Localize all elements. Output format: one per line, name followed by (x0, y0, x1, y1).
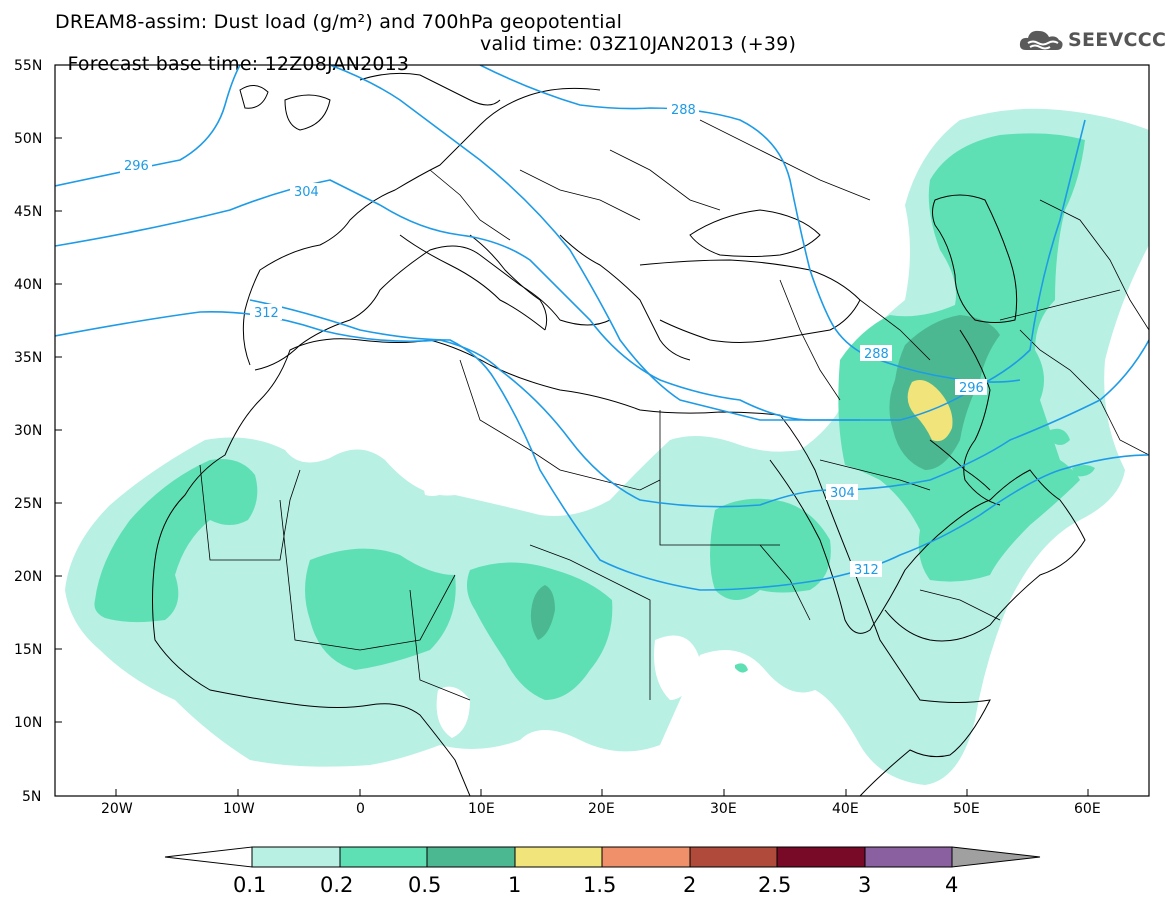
map-title: DREAM8-assim: Dust load (g/m²) and 700hP… (55, 11, 623, 33)
contour-label: 288 (864, 347, 889, 362)
geopotential-contours (55, 65, 1149, 591)
lon-label: 10E (468, 801, 495, 817)
colorbar-swatch (426, 846, 516, 868)
contour-label: 304 (830, 486, 855, 501)
lat-axis: 55N 50N 45N 40N 35N 30N 25N 20N 15N 10N … (14, 58, 62, 805)
colorbar-label: 4 (945, 873, 958, 897)
colorbar-high-arrow (951, 846, 1041, 868)
seevccc-logo: SEEVCCC (1018, 26, 1165, 54)
colorbar-swatch (601, 846, 691, 868)
colorbar-label: 0.2 (320, 873, 353, 897)
lat-label: 50N (14, 131, 42, 147)
country-borders (199, 119, 1149, 701)
colorbar-labels: 0.1 0.2 0.5 1 1.5 2 2.5 3 4 (233, 873, 958, 897)
lat-label: 30N (14, 423, 42, 439)
colorbar-label: 0.5 (408, 873, 441, 897)
lat-label: 10N (14, 715, 42, 731)
contour-label-group: 296 304 312 288 288 296 304 312 (120, 101, 987, 578)
colorbar-swatch (689, 846, 778, 868)
lat-label: 40N (14, 277, 42, 293)
cloud-icon (1019, 30, 1063, 50)
lon-axis: 20W 10W 0 10E 20E 30E 40E 50E 60E (101, 789, 1101, 817)
colorbar-label: 1 (508, 873, 521, 897)
lat-label: 20N (14, 569, 42, 585)
valid-time: valid time: 03Z10JAN2013 (+39) (480, 33, 797, 55)
contour-label: 296 (959, 381, 984, 396)
colorbar-label: 2.5 (758, 873, 791, 897)
logo-text: SEEVCCC (1068, 29, 1165, 51)
lon-label: 20E (588, 801, 615, 817)
lat-label: 35N (14, 350, 42, 366)
colorbar-swatch (776, 846, 866, 868)
contour-label: 288 (671, 103, 696, 118)
colorbar-label: 0.1 (233, 873, 266, 897)
contour-label: 304 (294, 185, 319, 200)
base-time: Forecast base time: 12Z08JAN2013 (67, 53, 410, 75)
colorbar-swatch (514, 846, 603, 868)
lon-label: 60E (1074, 801, 1101, 817)
contour-label: 312 (254, 306, 279, 321)
dust-shading-0.5 (530, 315, 1000, 640)
lon-label: 50E (953, 801, 980, 817)
lon-label: 30E (710, 801, 737, 817)
lon-label: 0 (356, 801, 365, 817)
colorbar-label: 2 (683, 873, 696, 897)
contour-label: 312 (854, 563, 879, 578)
lat-label: 15N (14, 642, 42, 658)
forecast-times: Forecast base time: 12Z08JAN2013 valid t… (55, 34, 795, 94)
colorbar-label: 1.5 (583, 873, 616, 897)
lat-label: 45N (14, 204, 42, 220)
lat-label: 5N (22, 789, 41, 805)
lon-label: 40E (832, 801, 859, 817)
colorbar-swatch (864, 846, 953, 868)
colorbar-swatch (339, 846, 428, 868)
coastlines (152, 72, 1086, 796)
dust-shading-holes (420, 466, 700, 738)
colorbar-swatch (251, 846, 341, 868)
contour-label: 296 (124, 159, 149, 174)
colorbar-low-arrow (164, 846, 253, 868)
colorbar-label: 3 (858, 873, 871, 897)
lon-label: 10W (223, 801, 255, 817)
lat-label: 25N (14, 496, 42, 512)
lon-label: 20W (101, 801, 133, 817)
lat-label: 55N (14, 58, 42, 74)
colorbar (164, 846, 1041, 868)
